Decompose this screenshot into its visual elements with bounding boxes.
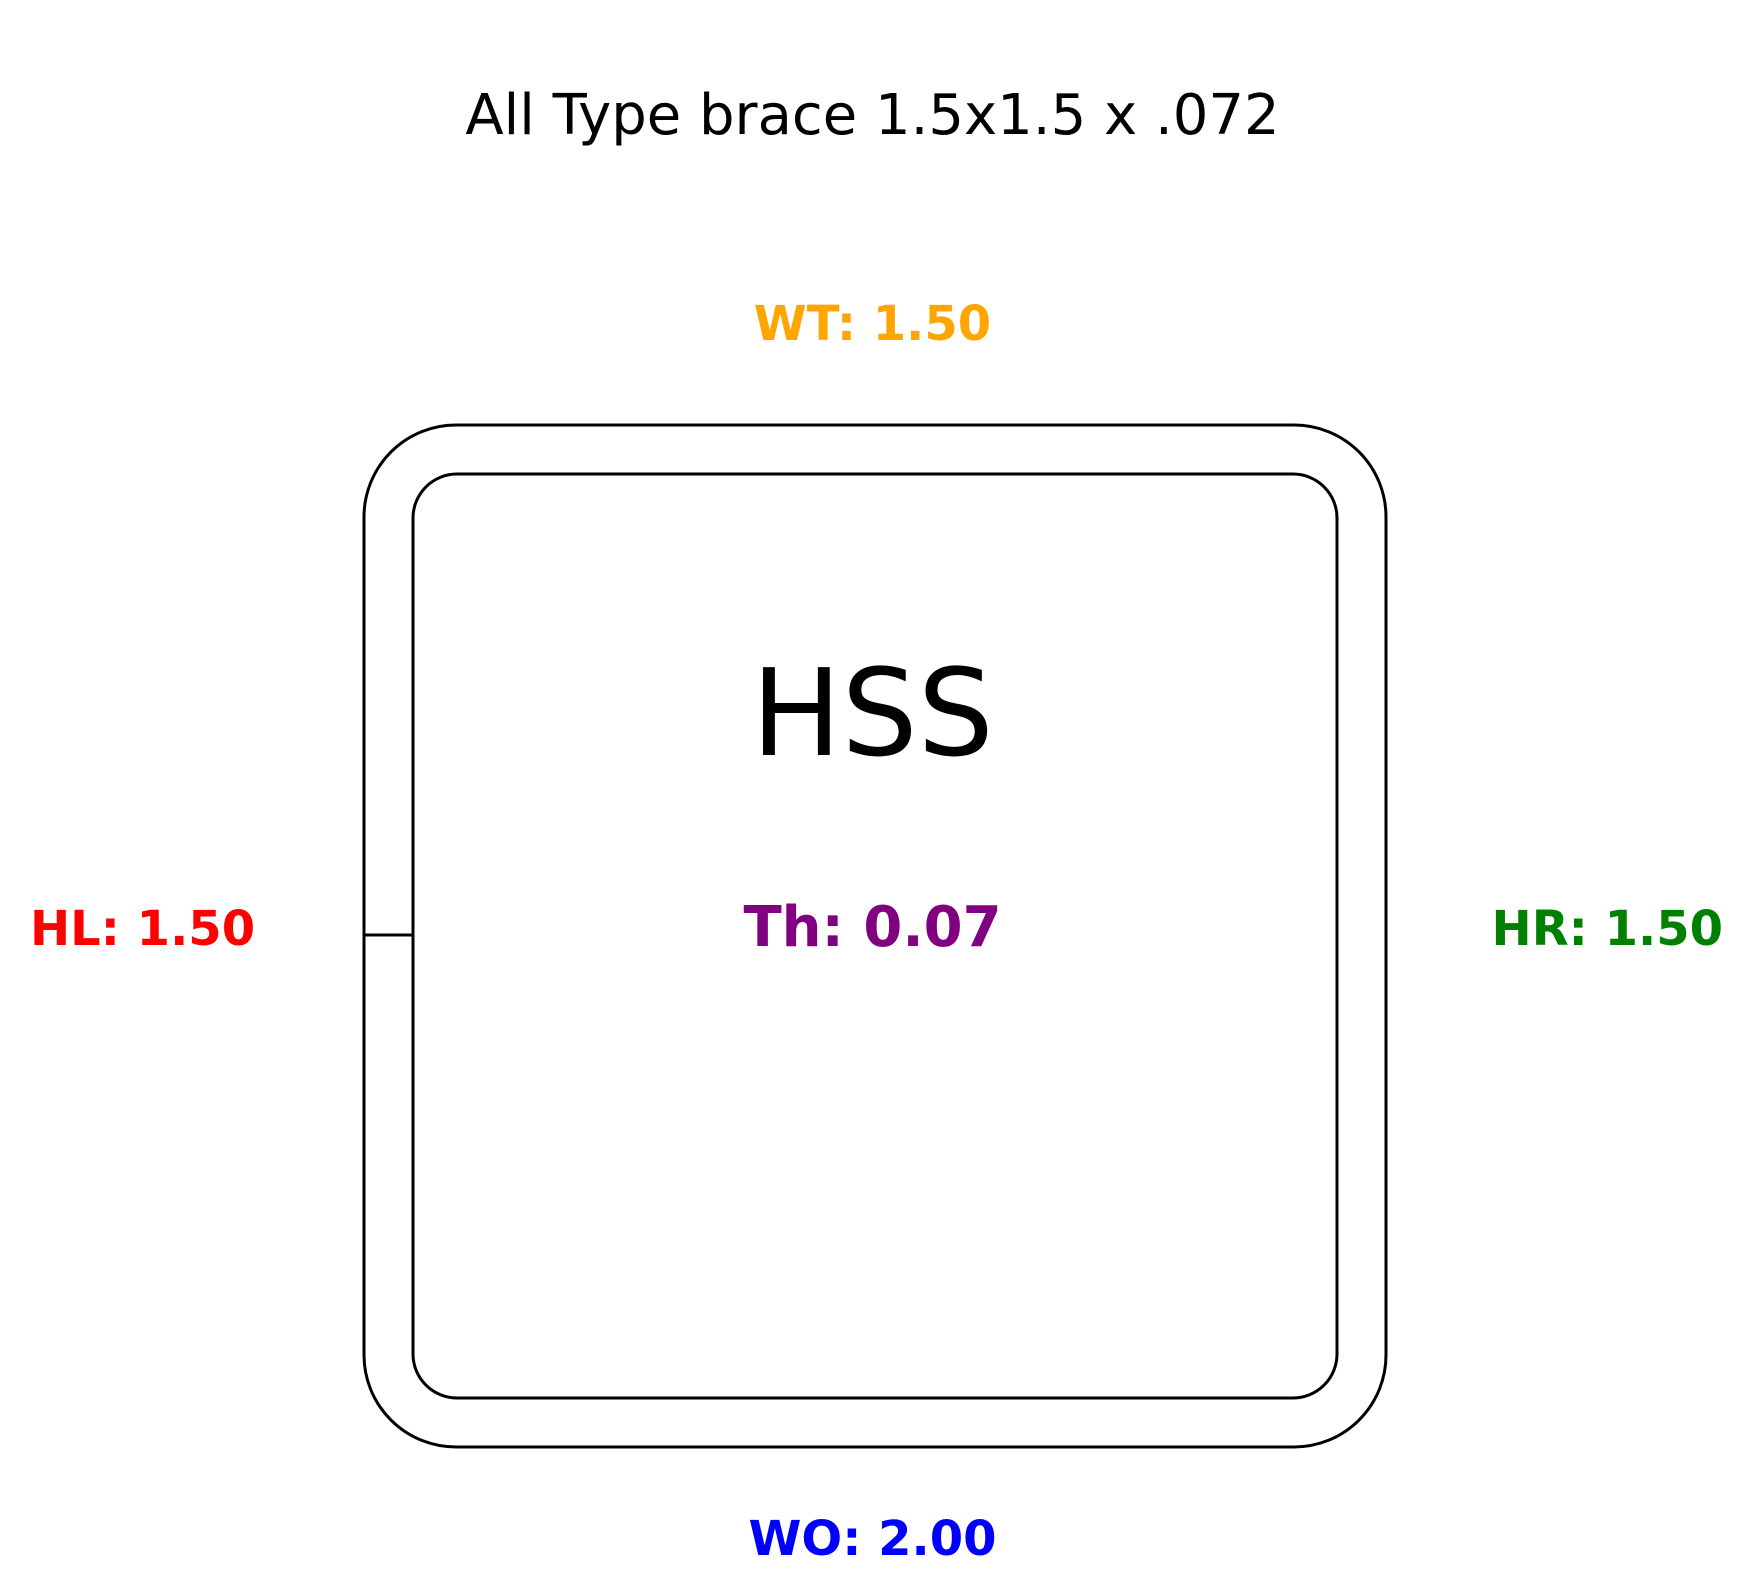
right-height-label: HR: 1.50 (1491, 901, 1723, 957)
left-height-label: HL: 1.50 (30, 901, 256, 957)
diagram-title: All Type brace 1.5x1.5 x .072 (465, 83, 1280, 148)
top-width-label: WT: 1.50 (753, 296, 992, 352)
thickness-label: Th: 0.07 (743, 895, 1002, 960)
outer-width-label: WO: 2.00 (748, 1511, 997, 1567)
section-type-label: HSS (751, 645, 994, 784)
